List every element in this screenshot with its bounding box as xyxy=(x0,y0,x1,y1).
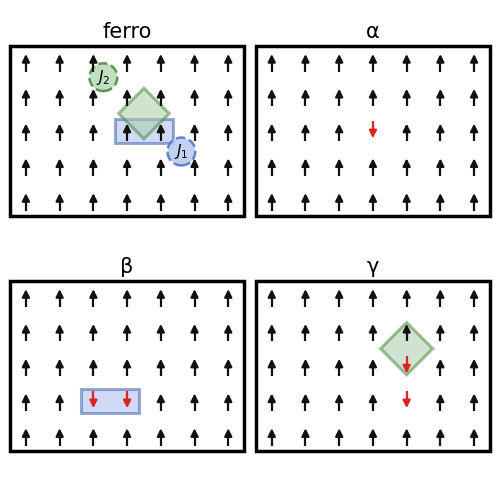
Text: $J_2$: $J_2$ xyxy=(96,68,110,86)
Title: β: β xyxy=(120,257,134,277)
Text: $J_1$: $J_1$ xyxy=(174,142,188,161)
FancyBboxPatch shape xyxy=(115,119,173,143)
FancyBboxPatch shape xyxy=(10,46,244,216)
Circle shape xyxy=(168,138,196,166)
Title: γ: γ xyxy=(366,257,379,277)
FancyBboxPatch shape xyxy=(82,389,139,413)
Polygon shape xyxy=(118,88,169,139)
Circle shape xyxy=(90,63,118,91)
Polygon shape xyxy=(380,323,432,375)
Title: ferro: ferro xyxy=(102,22,152,42)
FancyBboxPatch shape xyxy=(256,46,490,216)
Title: α: α xyxy=(366,22,380,42)
FancyBboxPatch shape xyxy=(10,281,244,451)
FancyBboxPatch shape xyxy=(256,281,490,451)
